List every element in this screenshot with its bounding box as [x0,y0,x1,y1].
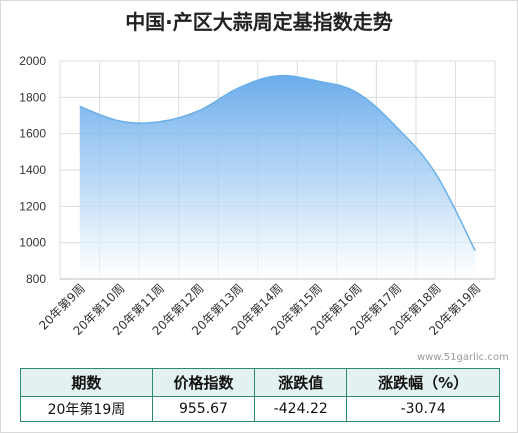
watermark: www.51garlic.com [417,352,509,363]
cell-period: 20年第19周 [20,396,153,422]
y-tick-label: 2000 [19,54,46,68]
stats-header-row: 期数 价格指数 涨跌值 涨跌幅（%） [20,368,500,397]
header-change-percent: 涨跌幅（%） [346,368,500,397]
stats-table: 期数 价格指数 涨跌值 涨跌幅（%） 20年第19周 955.67 -424.2… [20,368,500,422]
header-period: 期数 [20,368,153,397]
cell-change-percent: -30.74 [346,396,500,422]
cell-change-value: -424.22 [254,396,348,422]
cell-price-index: 955.67 [151,396,256,422]
area-chart: 80010001200140016001800200020年第9周20年第10周… [19,54,496,338]
y-tick-label: 800 [26,272,46,286]
y-tick-label: 1000 [19,236,46,250]
header-change-value: 涨跌值 [254,368,348,397]
y-tick-label: 1400 [19,163,46,177]
series-line [79,74,476,252]
chart-title: 中国·产区大蒜周定基指数走势 [125,10,393,34]
y-tick-label: 1800 [19,90,46,104]
y-tick-label: 1600 [19,127,46,141]
header-price-index: 价格指数 [151,368,256,397]
stats-data-row: 20年第19周 955.67 -424.22 -30.74 [20,396,500,422]
series-area [79,75,476,279]
y-tick-label: 1200 [19,199,46,213]
